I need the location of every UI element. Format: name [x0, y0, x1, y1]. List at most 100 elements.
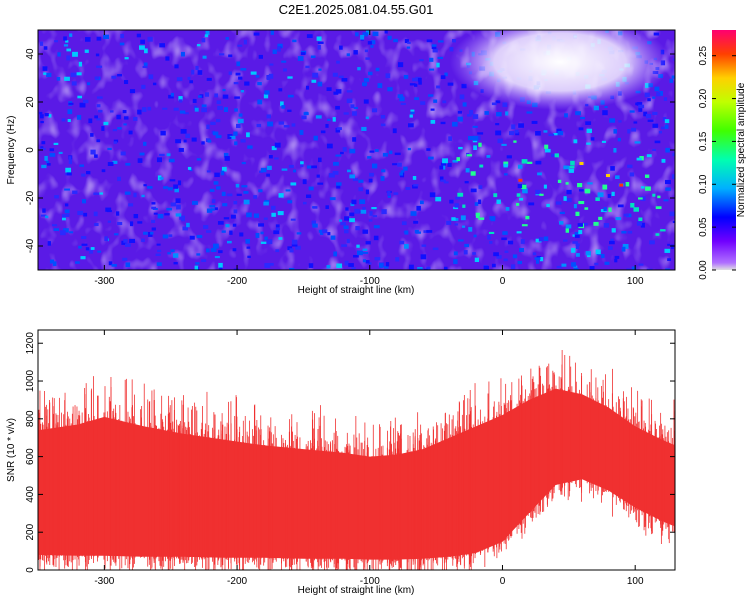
heatmap-cell — [405, 187, 411, 190]
heatmap-cell — [129, 89, 136, 94]
heatmap-cell — [217, 105, 223, 110]
heatmap-cell — [170, 249, 175, 253]
heatmap-cell — [518, 123, 524, 128]
heatmap-cell — [585, 121, 592, 126]
heatmap-cell — [269, 63, 274, 66]
heatmap-cell — [97, 250, 102, 253]
heatmap-cell — [333, 161, 339, 166]
heatmap-cell — [277, 43, 283, 49]
heatmap-cell — [44, 113, 49, 117]
heatmap-cell — [41, 164, 47, 169]
heatmap-cell — [183, 112, 189, 115]
heatmap-cell — [129, 221, 134, 227]
heatmap-cell — [595, 197, 600, 201]
heatmap-cell — [125, 262, 131, 268]
figure-title: C2E1.2025.081.04.55.G01 — [279, 2, 434, 17]
heatmap-cell — [191, 200, 198, 205]
heatmap-cell — [271, 205, 276, 210]
heatmap-cell — [81, 173, 86, 177]
heatmap-cell — [502, 102, 508, 108]
heatmap-cell — [503, 258, 508, 262]
heatmap-peak — [605, 174, 610, 177]
heatmap-cell — [452, 159, 459, 163]
heatmap-cell — [40, 214, 47, 217]
heatmap-cell — [270, 263, 274, 266]
heatmap-cell — [385, 262, 390, 267]
heatmap-cell — [283, 125, 290, 128]
heatmap-cell — [133, 192, 137, 198]
heatmap-cell — [175, 198, 181, 204]
heatmap-cell — [271, 212, 276, 217]
heatmap-cell — [317, 44, 321, 50]
heatmap-cell — [417, 268, 424, 270]
heatmap-cell — [103, 121, 109, 126]
heatmap-cell — [399, 96, 405, 102]
heatmap-cell — [180, 51, 185, 57]
heatmap-cell — [65, 213, 70, 217]
heatmap-cell — [570, 160, 575, 166]
heatmap-cell — [432, 247, 439, 251]
heatmap-cell — [121, 240, 127, 245]
heatmap-cell — [381, 169, 386, 173]
heatmap-cell — [271, 146, 277, 151]
heatmap-cell — [296, 232, 302, 235]
heatmap-cell — [281, 168, 288, 171]
heatmap-cell — [218, 262, 223, 268]
heatmap-cell — [263, 93, 269, 99]
heatmap-cell — [607, 246, 613, 250]
y-tick-label: 1200 — [25, 332, 36, 355]
heatmap-cell — [41, 141, 46, 145]
heatmap-cell — [569, 166, 575, 169]
heatmap-cell — [160, 130, 166, 136]
heatmap-cell — [646, 268, 653, 270]
heatmap-cell — [364, 49, 369, 53]
heatmap-cell — [215, 135, 222, 139]
heatmap-cell — [216, 100, 222, 104]
heatmap-cell — [227, 134, 233, 137]
heatmap-cell — [440, 162, 446, 166]
heatmap-cell — [356, 244, 360, 248]
heatmap-cell — [458, 239, 464, 242]
heatmap-cell — [287, 109, 292, 112]
heatmap-cell — [156, 262, 162, 266]
heatmap-cell — [554, 153, 559, 158]
heatmap-cell — [603, 223, 610, 228]
heatmap-cell — [387, 191, 391, 196]
heatmap-cell — [69, 231, 74, 234]
heatmap-cell — [141, 194, 145, 198]
heatmap-cell — [436, 62, 440, 68]
heatmap-cell — [367, 156, 372, 159]
heatmap-cell — [117, 221, 123, 226]
heatmap-cell — [42, 208, 46, 213]
heatmap-cell — [440, 179, 446, 182]
heatmap-cell — [462, 204, 466, 208]
heatmap-cell — [266, 173, 270, 177]
heatmap-cell — [166, 153, 171, 157]
heatmap-cell — [219, 53, 225, 56]
heatmap-cell — [90, 149, 96, 155]
heatmap-cell — [206, 208, 213, 213]
heatmap-cell — [551, 153, 556, 157]
heatmap-cell — [263, 217, 268, 220]
heatmap-cell — [447, 162, 452, 167]
heatmap-cell — [237, 118, 244, 124]
heatmap-cell — [493, 252, 499, 257]
heatmap-cell — [640, 196, 646, 202]
heatmap-cell — [332, 171, 339, 175]
heatmap-cell — [611, 228, 616, 233]
heatmap-cell — [306, 34, 313, 39]
heatmap-cell — [122, 109, 127, 114]
heatmap-cell — [95, 53, 100, 57]
heatmap-cell — [141, 238, 145, 242]
heatmap-cell — [96, 36, 102, 41]
heatmap-cell — [520, 239, 525, 244]
heatmap-cell — [232, 248, 237, 252]
heatmap-cell — [332, 72, 338, 77]
heatmap-cell — [672, 220, 675, 224]
heatmap-cell — [233, 209, 238, 214]
snr-x-ticks: -300 -200 -100 0 100 — [94, 330, 644, 587]
heatmap-cell — [124, 243, 131, 247]
heatmap-cell — [626, 268, 631, 270]
heatmap-cell — [157, 249, 162, 253]
heatmap-cell — [573, 267, 579, 270]
